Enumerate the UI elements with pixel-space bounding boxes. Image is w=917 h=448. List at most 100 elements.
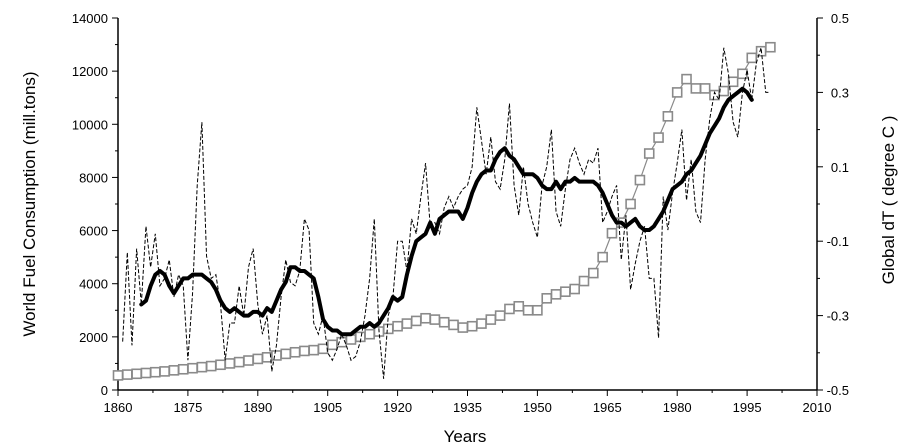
- left-y-tick-label: 2000: [79, 330, 108, 345]
- fuel-point: [448, 319, 459, 331]
- fuel-point: [345, 334, 357, 345]
- fuel-point: [224, 358, 236, 369]
- fuel-point: [597, 251, 608, 263]
- fuel-point: [215, 359, 226, 371]
- x-tick-label: 1965: [593, 400, 622, 415]
- fuel-point: [429, 314, 441, 325]
- fuel-point: [690, 83, 702, 94]
- fuel-point: [550, 289, 562, 300]
- fuel-point: [122, 369, 133, 380]
- x-tick-label: 1935: [453, 400, 482, 415]
- fuel-point: [252, 353, 264, 365]
- fuel-point: [681, 73, 692, 85]
- fuel-point: [271, 350, 282, 361]
- annual-dt-line: [122, 47, 771, 379]
- fuel-point: [541, 293, 553, 304]
- fuel-point: [634, 174, 646, 186]
- fuel-point: [280, 348, 292, 360]
- x-tick-label: 2010: [803, 400, 832, 415]
- x-tick-label: 1995: [733, 400, 762, 415]
- fuel-point: [159, 366, 170, 377]
- right-y-tick-label: 0.3: [831, 85, 849, 100]
- fuel-point: [149, 366, 161, 378]
- fuel-point: [205, 360, 217, 372]
- left-y-tick-label: 12000: [72, 64, 108, 79]
- x-tick-label: 1920: [383, 400, 412, 415]
- fuel-point: [653, 132, 664, 143]
- right-y-tick-label: -0.5: [827, 383, 849, 398]
- fuel-point: [299, 345, 310, 357]
- fuel-point: [606, 227, 618, 239]
- fuel-point: [560, 286, 571, 297]
- series-smoothed-dt: [139, 86, 754, 337]
- x-tick-label: 1890: [243, 400, 272, 415]
- fuel-point: [569, 283, 580, 295]
- fuel-point: [392, 320, 403, 332]
- fuel-point: [233, 356, 245, 368]
- fuel-point: [643, 148, 655, 159]
- left-y-tick-label: 10000: [72, 117, 108, 132]
- left-y-tick-label: 0: [101, 383, 108, 398]
- series-fuel-consumption: [112, 41, 776, 381]
- fuel-point: [513, 300, 525, 312]
- left-y-tick-label: 6000: [79, 224, 108, 239]
- fuel-point: [522, 304, 534, 316]
- left-y-tick-label: 8000: [79, 170, 108, 185]
- x-tick-label: 1905: [313, 400, 342, 415]
- fuel-point: [382, 323, 394, 335]
- fuel-point: [699, 83, 711, 94]
- fuel-point: [718, 85, 730, 97]
- fuel-point: [476, 318, 487, 329]
- fuel-point: [168, 365, 180, 376]
- fuel-point: [727, 76, 739, 88]
- fuel-point: [765, 41, 776, 53]
- right-y-tick-label: -0.3: [827, 309, 849, 324]
- fuel-point: [671, 87, 683, 98]
- tick-group: 1860 1875 1890 1905 1920 1935 1950 1965 1980 1995…: [72, 11, 849, 415]
- left-y-tick-label: 4000: [79, 277, 108, 292]
- fuel-point: [588, 267, 599, 279]
- right-y-axis-title: Global dT ( degree C ): [879, 116, 898, 285]
- fuel-point: [746, 52, 758, 64]
- right-y-tick-label: 0.5: [831, 11, 849, 26]
- x-tick-label: 1875: [173, 400, 202, 415]
- fuel-point: [177, 363, 189, 375]
- fuel-point: [504, 303, 515, 315]
- x-tick-label: 1980: [663, 400, 692, 415]
- fuel-point: [112, 370, 124, 381]
- fuel-point: [578, 275, 590, 287]
- fuel-point: [187, 362, 198, 374]
- fuel-point: [457, 322, 469, 333]
- x-tick-label: 1860: [104, 400, 133, 415]
- fuel-point: [438, 316, 450, 328]
- fuel-point: [364, 328, 375, 340]
- x-tick-label: 1950: [523, 400, 552, 415]
- left-y-axis-title: World Fuel Consumption (mill.tons): [20, 71, 39, 336]
- fuel-point: [420, 312, 431, 324]
- fuel-point: [243, 355, 254, 366]
- fuel-point: [401, 318, 413, 329]
- fuel-point: [289, 346, 301, 358]
- fuel-point: [140, 367, 152, 379]
- fuel-point: [327, 339, 338, 351]
- fuel-point: [494, 310, 506, 321]
- right-y-tick-label: -0.1: [827, 234, 849, 249]
- fuel-point: [625, 198, 636, 210]
- fuel-point: [410, 315, 422, 327]
- fuel-point: [308, 344, 320, 356]
- fuel-point: [317, 343, 329, 355]
- fuel-point: [466, 320, 478, 332]
- fuel-point: [485, 314, 497, 325]
- left-y-tick-label: 14000: [72, 11, 108, 26]
- fuel-point: [662, 111, 674, 122]
- fuel-point: [532, 304, 543, 316]
- x-axis-title: Years: [444, 427, 487, 446]
- fuel-point: [196, 361, 208, 373]
- fuel-point: [737, 68, 748, 80]
- series-annual-dt: [122, 47, 771, 379]
- right-y-tick-label: 0.1: [831, 160, 849, 175]
- smoothed-dt-line: [139, 86, 754, 337]
- fuel-point: [131, 368, 142, 380]
